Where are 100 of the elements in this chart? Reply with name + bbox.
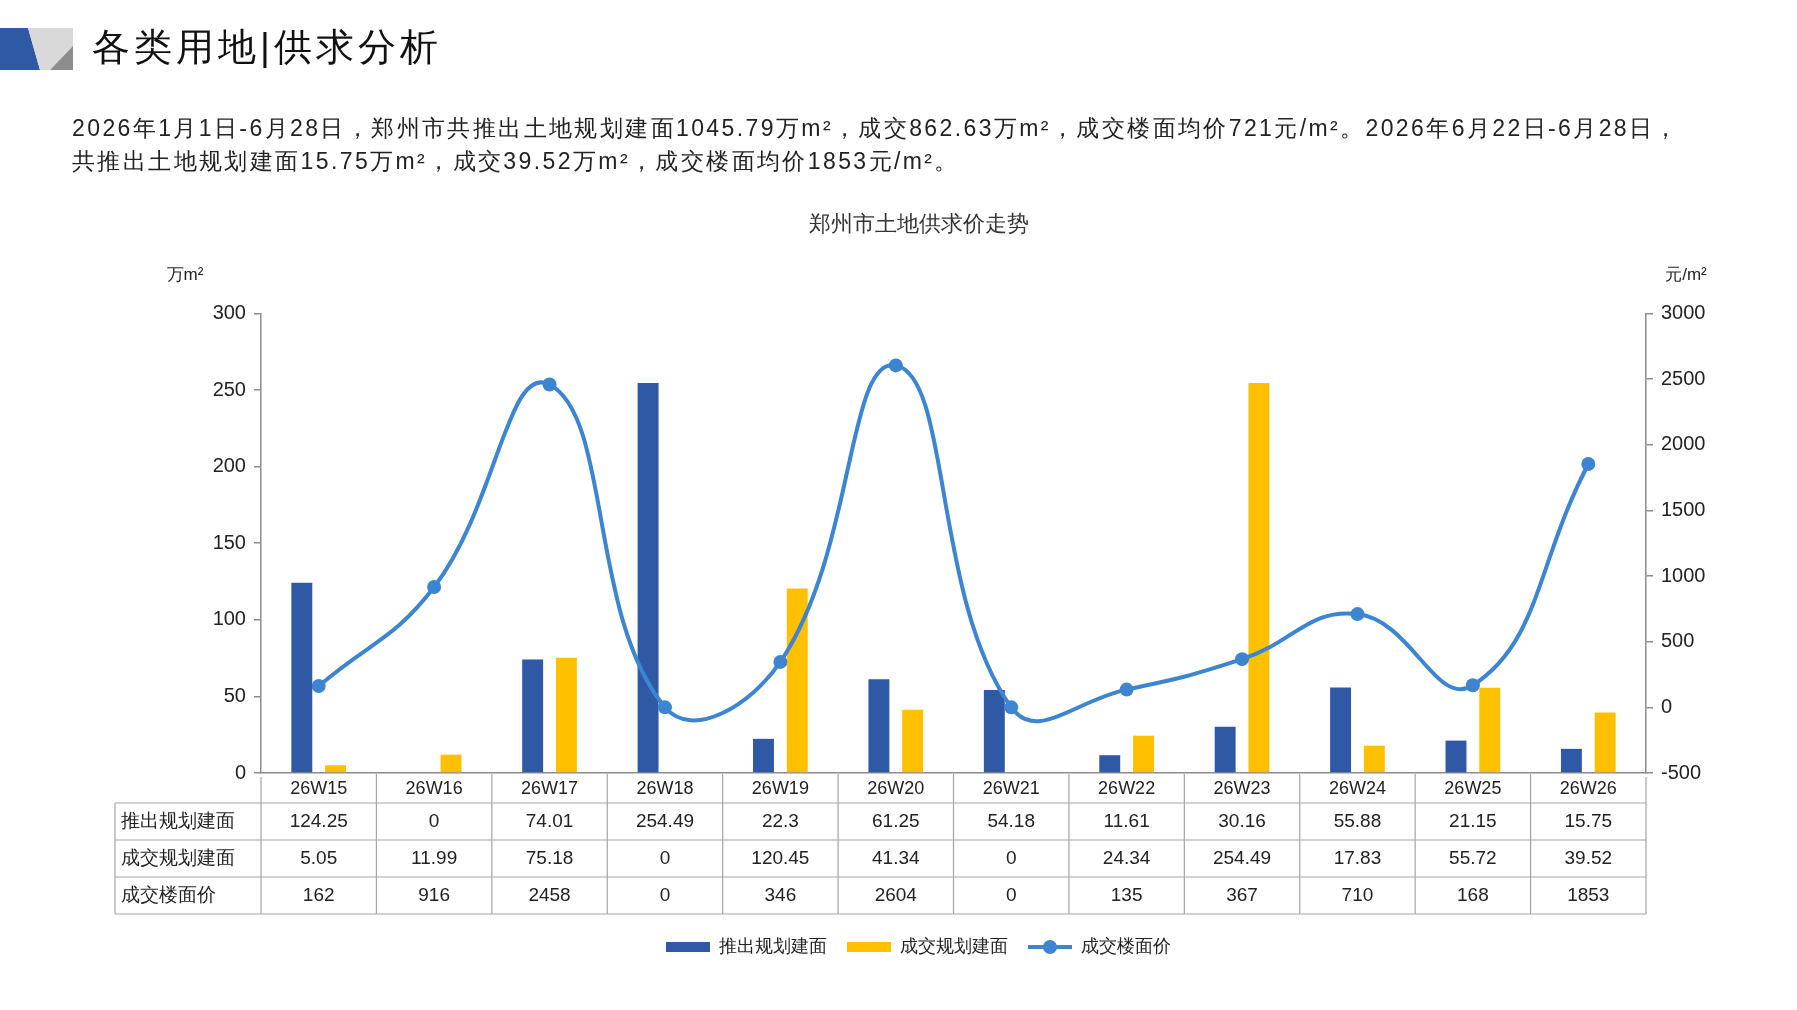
bar <box>1330 687 1352 773</box>
y-tick-label: 150 <box>212 530 246 553</box>
bar <box>1594 712 1616 773</box>
bar <box>637 383 659 773</box>
data-label: 124.25 <box>289 809 348 831</box>
x-tick-label: 26W21 <box>982 777 1040 798</box>
data-label: 916 <box>418 883 450 905</box>
y-tick-label: 250 <box>212 377 246 400</box>
point <box>657 700 672 715</box>
data-label: 15.75 <box>1564 809 1613 831</box>
data-label: 1853 <box>1567 883 1610 905</box>
x-tick-label: 26W23 <box>1213 777 1271 798</box>
data-label: 41.34 <box>872 846 920 868</box>
point <box>1581 457 1596 472</box>
bar <box>1214 726 1236 773</box>
data-label: 120.45 <box>751 846 810 868</box>
bar <box>440 754 462 773</box>
point <box>427 580 442 595</box>
data-label: 54.18 <box>987 809 1035 831</box>
point <box>1465 678 1480 693</box>
point <box>542 377 557 392</box>
chart-subtitle: 郑州市土地供求价走势 <box>808 211 1029 237</box>
data-label: 2458 <box>528 883 571 905</box>
data-label: 75.18 <box>525 846 574 868</box>
y2-tick-label: 1000 <box>1661 563 1706 586</box>
y2-tick-label: 1500 <box>1661 497 1706 520</box>
bar <box>555 657 577 773</box>
y2-tick-label: 3000 <box>1661 300 1706 323</box>
y2-axis-title: 元/m² <box>1665 265 1708 285</box>
data-label: 2604 <box>874 883 918 905</box>
bar <box>325 765 347 773</box>
bar <box>753 738 774 773</box>
data-label: 24.34 <box>1102 846 1151 868</box>
point <box>1235 652 1250 667</box>
data-label: 254.49 <box>635 809 695 831</box>
y-axis-title: 万m² <box>166 265 204 285</box>
y2-tick-label: -500 <box>1661 760 1702 783</box>
y-tick-label: 300 <box>212 300 246 323</box>
bar <box>868 679 890 773</box>
data-label: 22.3 <box>761 809 799 831</box>
y-tick-label: 0 <box>234 760 246 783</box>
x-tick-label: 26W24 <box>1328 777 1386 798</box>
point <box>773 654 788 669</box>
data-label: 21.15 <box>1449 809 1497 831</box>
bar <box>291 582 313 773</box>
y2-tick-label: 2500 <box>1661 366 1706 389</box>
legend-label: 成交规划建面 <box>900 935 1008 956</box>
x-tick-label: 26W15 <box>290 777 348 798</box>
x-tick-label: 26W16 <box>405 777 463 798</box>
x-tick-label: 26W25 <box>1444 777 1502 798</box>
text: 推出规划建面 <box>121 809 235 831</box>
text: 2026年1月1日-6月28日，郑州市共推出土地规划建面1045.79万m²，成交862.63万m²，成交楼面均价721元/m²。2026年6月22日-6月28日，共推出土地规划建面15.75万m²，成交39.52万m²，成交楼面均价1853元/m²。 <box>72 114 1681 176</box>
chart-title: 各类用地|供求分析 <box>92 25 442 70</box>
data-label: 5.05 <box>300 846 338 868</box>
point <box>311 679 326 694</box>
data-label: 17.83 <box>1333 846 1382 868</box>
bar <box>1099 755 1121 773</box>
data-label: 74.01 <box>525 809 574 831</box>
point <box>1350 607 1365 622</box>
data-label: 0 <box>659 883 671 905</box>
data-label: 11.99 <box>411 846 458 868</box>
legend-label: 推出规划建面 <box>719 935 827 956</box>
bar <box>522 659 544 773</box>
bar <box>1133 735 1154 773</box>
data-label: 61.25 <box>872 809 920 831</box>
y-tick-label: 200 <box>212 454 246 477</box>
legend-label: 成交楼面价 <box>1081 935 1171 956</box>
data-label: 168 <box>1457 883 1489 905</box>
data-label: 55.88 <box>1333 809 1382 831</box>
data-label: 0 <box>1005 846 1017 868</box>
data-label: 162 <box>302 883 335 905</box>
x-tick-label: 26W19 <box>751 777 809 798</box>
bar <box>786 588 808 773</box>
point <box>1119 682 1134 697</box>
data-label: 55.72 <box>1449 846 1497 868</box>
x-tick-label: 26W22 <box>1098 777 1156 798</box>
x-tick-label: 26W18 <box>636 777 694 798</box>
y-tick-label: 50 <box>223 683 246 706</box>
data-label: 11.61 <box>1103 809 1150 831</box>
x-tick-label: 26W20 <box>867 777 925 798</box>
bar <box>983 690 1005 773</box>
bar <box>1363 745 1385 773</box>
y-tick-label: 100 <box>212 607 246 630</box>
x-tick-label: 26W17 <box>521 777 579 798</box>
data-label: 39.52 <box>1564 846 1613 868</box>
data-label: 0 <box>659 846 671 868</box>
bar <box>902 709 924 773</box>
point <box>1004 700 1019 715</box>
data-label: 367 <box>1226 883 1258 905</box>
y2-tick-label: 0 <box>1661 694 1673 717</box>
data-label: 135 <box>1110 883 1143 905</box>
y2-tick-label: 2000 <box>1661 432 1706 455</box>
point <box>888 358 903 373</box>
data-label: 710 <box>1341 883 1374 905</box>
text: 成交楼面价 <box>121 883 216 905</box>
bar <box>1479 687 1501 773</box>
y2-tick-label: 500 <box>1661 629 1695 652</box>
bar <box>1248 383 1270 773</box>
bar <box>1560 748 1582 773</box>
data-label: 254.49 <box>1212 846 1272 868</box>
